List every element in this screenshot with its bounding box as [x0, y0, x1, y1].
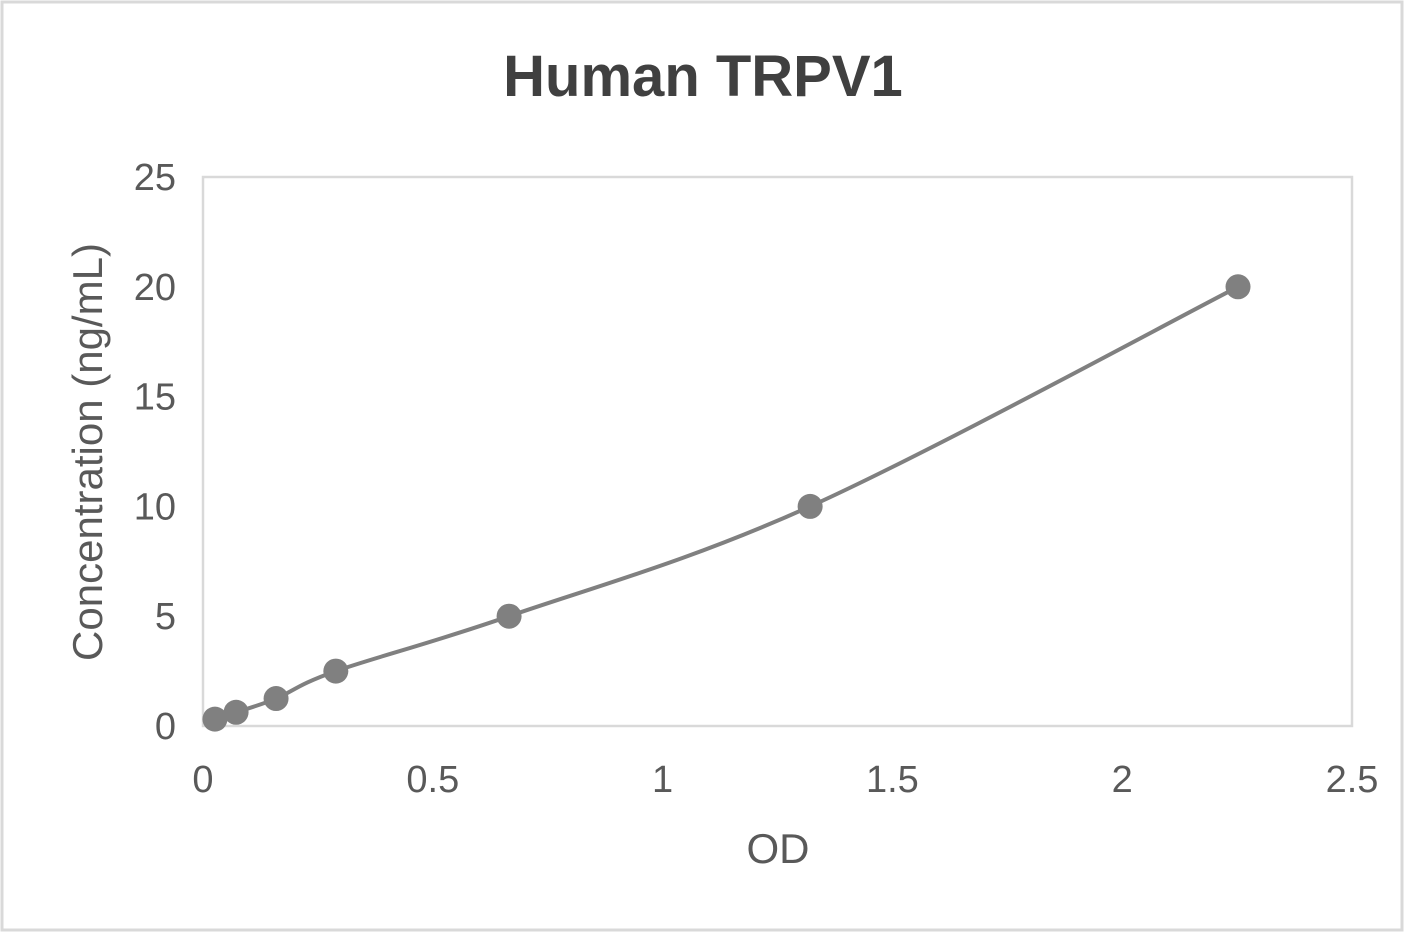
- data-point: [496, 603, 522, 629]
- data-point: [1225, 274, 1251, 300]
- x-tick-label: 0: [192, 759, 213, 801]
- y-tick-label: 15: [134, 377, 176, 419]
- series-markers: [202, 274, 1251, 732]
- x-axis-label: OD: [747, 825, 810, 872]
- data-point: [797, 493, 823, 519]
- x-tick-label: 2: [1112, 759, 1133, 801]
- x-tick-label: 0.5: [406, 759, 459, 801]
- y-axis-ticks: 0 5 10 15 20 25: [134, 157, 176, 748]
- y-tick-label: 10: [134, 486, 176, 528]
- data-point: [202, 706, 228, 732]
- x-tick-label: 2.5: [1326, 759, 1379, 801]
- plot-area: [201, 175, 1354, 728]
- x-axis-ticks: 0 0.5 1 1.5 2 2.5: [192, 759, 1378, 801]
- y-tick-label: 20: [134, 267, 176, 309]
- x-tick-label: 1.5: [866, 759, 919, 801]
- data-point: [263, 686, 289, 712]
- y-axis-label: Concentration (ng/mL): [64, 243, 111, 661]
- data-point: [223, 699, 249, 725]
- y-tick-label: 25: [134, 157, 176, 199]
- x-tick-label: 1: [652, 759, 673, 801]
- y-tick-label: 5: [155, 596, 176, 638]
- y-tick-label: 0: [155, 706, 176, 748]
- data-point: [323, 658, 349, 684]
- chart-title: Human TRPV1: [503, 44, 903, 109]
